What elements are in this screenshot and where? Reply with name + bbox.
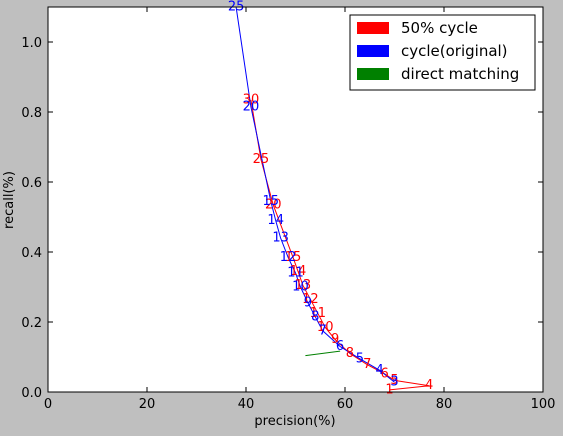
y-tick-label: 0.6 xyxy=(21,176,42,191)
series-line-2 xyxy=(305,350,341,357)
point-label: 13 xyxy=(272,231,289,246)
y-axis-title: recall(%) xyxy=(2,171,17,229)
point-label: 3 xyxy=(390,375,398,390)
point-label: 15 xyxy=(262,194,279,209)
point-label: 11 xyxy=(287,266,304,281)
point-label: 20 xyxy=(265,197,282,212)
point-label: 14 xyxy=(290,264,307,279)
y-tick-label: 0.2 xyxy=(21,316,42,331)
point-label: 14 xyxy=(267,213,284,228)
point-label: 15 xyxy=(285,250,302,265)
point-labels: 1 456789101112131415202530345678910111213… xyxy=(228,0,433,397)
x-tick-label: 80 xyxy=(436,397,453,412)
legend-label: cycle(original) xyxy=(401,42,508,60)
x-tick-label: 20 xyxy=(139,397,156,412)
point-label: 20 xyxy=(243,99,260,114)
y-tick-label: 0.0 xyxy=(21,386,42,401)
point-label: 10 xyxy=(317,320,334,335)
point-label: 25 xyxy=(253,152,270,167)
y-tick-label: 1.0 xyxy=(21,36,42,51)
x-axis-title: precision(%) xyxy=(254,414,335,429)
legend: 50% cycle cycle(original) direct matching xyxy=(349,14,536,91)
point-label: 7 xyxy=(363,357,371,372)
point-label: 4 xyxy=(425,378,433,393)
legend-swatch xyxy=(357,45,389,57)
point-label: 1 xyxy=(385,382,393,397)
point-label: 9 xyxy=(331,332,339,347)
point-label: 12 xyxy=(280,250,297,265)
series-line-1 xyxy=(235,6,395,383)
x-tick-label: 100 xyxy=(531,397,556,412)
point-label: 5 xyxy=(356,351,364,366)
legend-label: direct matching xyxy=(401,65,519,83)
y-tick-label: 0.4 xyxy=(21,246,42,261)
legend-swatch xyxy=(357,68,389,80)
point-label: 5 xyxy=(390,373,398,388)
x-tick-label: 0 xyxy=(44,397,52,412)
point-label: 9 xyxy=(304,295,312,310)
point-label: 13 xyxy=(295,278,312,293)
point-label: 6 xyxy=(380,366,388,381)
y-tick-label: 0.8 xyxy=(21,106,42,121)
legend-swatch xyxy=(357,22,389,34)
series-lines xyxy=(235,6,430,391)
point-label: 30 xyxy=(243,92,260,107)
legend-label: 50% cycle xyxy=(401,19,478,37)
plot-frame xyxy=(47,6,544,393)
point-label: 12 xyxy=(302,292,319,307)
x-tick-label: 40 xyxy=(238,397,255,412)
point-label: 4 xyxy=(376,363,384,378)
point-label: 8 xyxy=(311,309,319,324)
point-label: 8 xyxy=(346,346,354,361)
point-label: 7 xyxy=(319,323,327,338)
point-label: 11 xyxy=(310,306,327,321)
point-label: 6 xyxy=(336,339,344,354)
point-label: 10 xyxy=(292,280,309,295)
x-tick-label: 60 xyxy=(337,397,354,412)
series-line-0 xyxy=(250,99,430,391)
tick-labels: 0 20 40 60 80 100 0.0 0.2 0.4 0.6 0.8 1.0 xyxy=(21,36,555,412)
